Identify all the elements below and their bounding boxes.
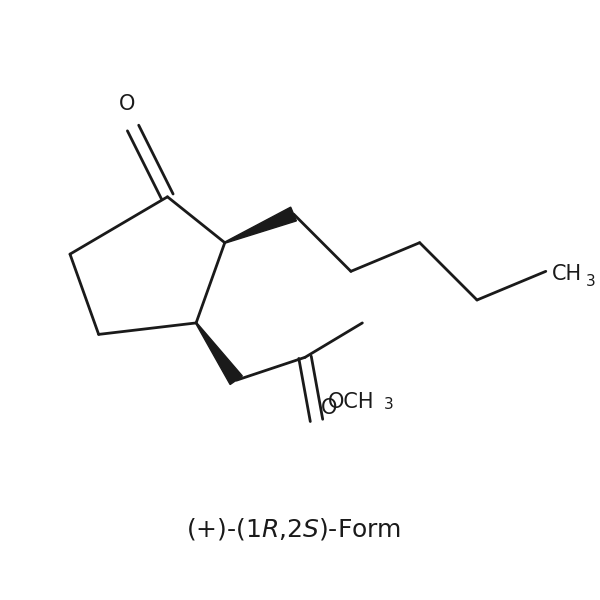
Text: O: O — [321, 398, 337, 418]
Text: OCH: OCH — [328, 392, 374, 412]
Polygon shape — [224, 207, 296, 243]
Text: CH: CH — [551, 264, 581, 284]
Text: (+)-(1$\it{R}$,2$\it{S}$)-Form: (+)-(1$\it{R}$,2$\it{S}$)-Form — [186, 516, 401, 542]
Polygon shape — [196, 323, 242, 385]
Text: 3: 3 — [384, 397, 394, 412]
Text: 3: 3 — [586, 274, 596, 289]
Text: O: O — [119, 94, 136, 113]
